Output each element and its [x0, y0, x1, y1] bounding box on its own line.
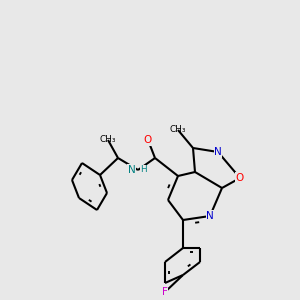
Text: CH₃: CH₃ — [170, 125, 186, 134]
Text: O: O — [236, 173, 244, 183]
Text: N: N — [128, 165, 136, 175]
Text: CH₃: CH₃ — [100, 136, 116, 145]
Text: F: F — [162, 287, 168, 297]
Text: N: N — [214, 147, 222, 157]
Text: H: H — [140, 166, 147, 175]
Text: O: O — [144, 135, 152, 145]
Text: N: N — [206, 211, 214, 221]
